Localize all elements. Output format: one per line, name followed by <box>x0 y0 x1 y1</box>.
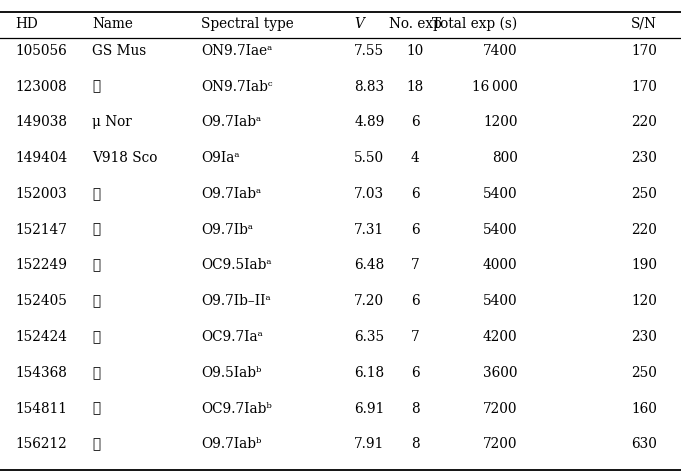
Text: OC9.5Iabᵃ: OC9.5Iabᵃ <box>201 258 272 273</box>
Text: 154811: 154811 <box>15 401 67 416</box>
Text: 4: 4 <box>411 151 419 165</box>
Text: 18: 18 <box>407 80 424 93</box>
Text: 230: 230 <box>631 330 657 344</box>
Text: μ Nor: μ Nor <box>92 115 131 129</box>
Text: Total exp (s): Total exp (s) <box>432 17 518 31</box>
Text: Spectral type: Spectral type <box>201 17 294 31</box>
Text: 170: 170 <box>631 44 657 58</box>
Text: ⋯: ⋯ <box>92 223 100 237</box>
Text: 250: 250 <box>631 187 657 201</box>
Text: 7.91: 7.91 <box>354 438 384 451</box>
Text: 7400: 7400 <box>483 44 518 58</box>
Text: 8: 8 <box>411 401 419 416</box>
Text: 190: 190 <box>631 258 657 273</box>
Text: 220: 220 <box>631 115 657 129</box>
Text: 152147: 152147 <box>15 223 67 237</box>
Text: 6.91: 6.91 <box>354 401 384 416</box>
Text: ⋯: ⋯ <box>92 330 100 344</box>
Text: O9.7Ib–IIᵃ: O9.7Ib–IIᵃ <box>201 294 270 308</box>
Text: 105056: 105056 <box>15 44 67 58</box>
Text: 7.20: 7.20 <box>354 294 384 308</box>
Text: 156212: 156212 <box>15 438 67 451</box>
Text: O9.5Iabᵇ: O9.5Iabᵇ <box>201 366 262 380</box>
Text: 170: 170 <box>631 80 657 93</box>
Text: OC9.7Iaᵃ: OC9.7Iaᵃ <box>201 330 263 344</box>
Text: V: V <box>354 17 364 31</box>
Text: 250: 250 <box>631 366 657 380</box>
Text: 149038: 149038 <box>15 115 67 129</box>
Text: 152249: 152249 <box>15 258 67 273</box>
Text: O9.7Iabᵃ: O9.7Iabᵃ <box>201 187 261 201</box>
Text: OC9.7Iabᵇ: OC9.7Iabᵇ <box>201 401 272 416</box>
Text: 5.50: 5.50 <box>354 151 384 165</box>
Text: HD: HD <box>15 17 37 31</box>
Text: 16 000: 16 000 <box>472 80 518 93</box>
Text: 152405: 152405 <box>15 294 67 308</box>
Text: 7.03: 7.03 <box>354 187 384 201</box>
Text: 230: 230 <box>631 151 657 165</box>
Text: 6: 6 <box>411 115 419 129</box>
Text: ⋯: ⋯ <box>92 294 100 308</box>
Text: ⋯: ⋯ <box>92 80 100 93</box>
Text: 7.55: 7.55 <box>354 44 384 58</box>
Text: V918 Sco: V918 Sco <box>92 151 157 165</box>
Text: 7.31: 7.31 <box>354 223 384 237</box>
Text: Name: Name <box>92 17 133 31</box>
Text: 149404: 149404 <box>15 151 67 165</box>
Text: 10: 10 <box>407 44 424 58</box>
Text: 8: 8 <box>411 438 419 451</box>
Text: 7200: 7200 <box>483 438 518 451</box>
Text: 1200: 1200 <box>483 115 518 129</box>
Text: 120: 120 <box>631 294 657 308</box>
Text: 6.18: 6.18 <box>354 366 384 380</box>
Text: ON9.7Iaeᵃ: ON9.7Iaeᵃ <box>201 44 272 58</box>
Text: 6: 6 <box>411 294 419 308</box>
Text: ON9.7Iabᶜ: ON9.7Iabᶜ <box>201 80 272 93</box>
Text: 4200: 4200 <box>483 330 518 344</box>
Text: 7: 7 <box>411 330 419 344</box>
Text: 152003: 152003 <box>15 187 67 201</box>
Text: S/N: S/N <box>631 17 657 31</box>
Text: 160: 160 <box>631 401 657 416</box>
Text: 5400: 5400 <box>483 223 518 237</box>
Text: 630: 630 <box>631 438 657 451</box>
Text: 5400: 5400 <box>483 294 518 308</box>
Text: ⋯: ⋯ <box>92 366 100 380</box>
Text: 123008: 123008 <box>15 80 67 93</box>
Text: 6.35: 6.35 <box>354 330 384 344</box>
Text: O9.7Iabᵇ: O9.7Iabᵇ <box>201 438 262 451</box>
Text: O9.7Ibᵃ: O9.7Ibᵃ <box>201 223 253 237</box>
Text: GS Mus: GS Mus <box>92 44 146 58</box>
Text: 6: 6 <box>411 223 419 237</box>
Text: O9.7Iabᵃ: O9.7Iabᵃ <box>201 115 261 129</box>
Text: O9Iaᵃ: O9Iaᵃ <box>201 151 240 165</box>
Text: 3600: 3600 <box>483 366 518 380</box>
Text: 7200: 7200 <box>483 401 518 416</box>
Text: 4000: 4000 <box>483 258 518 273</box>
Text: 220: 220 <box>631 223 657 237</box>
Text: 154368: 154368 <box>15 366 67 380</box>
Text: ⋯: ⋯ <box>92 187 100 201</box>
Text: 6: 6 <box>411 187 419 201</box>
Text: 6: 6 <box>411 366 419 380</box>
Text: 152424: 152424 <box>15 330 67 344</box>
Text: 5400: 5400 <box>483 187 518 201</box>
Text: ⋯: ⋯ <box>92 258 100 273</box>
Text: No. exp: No. exp <box>389 17 442 31</box>
Text: 800: 800 <box>492 151 518 165</box>
Text: 6.48: 6.48 <box>354 258 384 273</box>
Text: 8.83: 8.83 <box>354 80 384 93</box>
Text: 7: 7 <box>411 258 419 273</box>
Text: 4.89: 4.89 <box>354 115 385 129</box>
Text: ⋯: ⋯ <box>92 438 100 451</box>
Text: ⋯: ⋯ <box>92 401 100 416</box>
